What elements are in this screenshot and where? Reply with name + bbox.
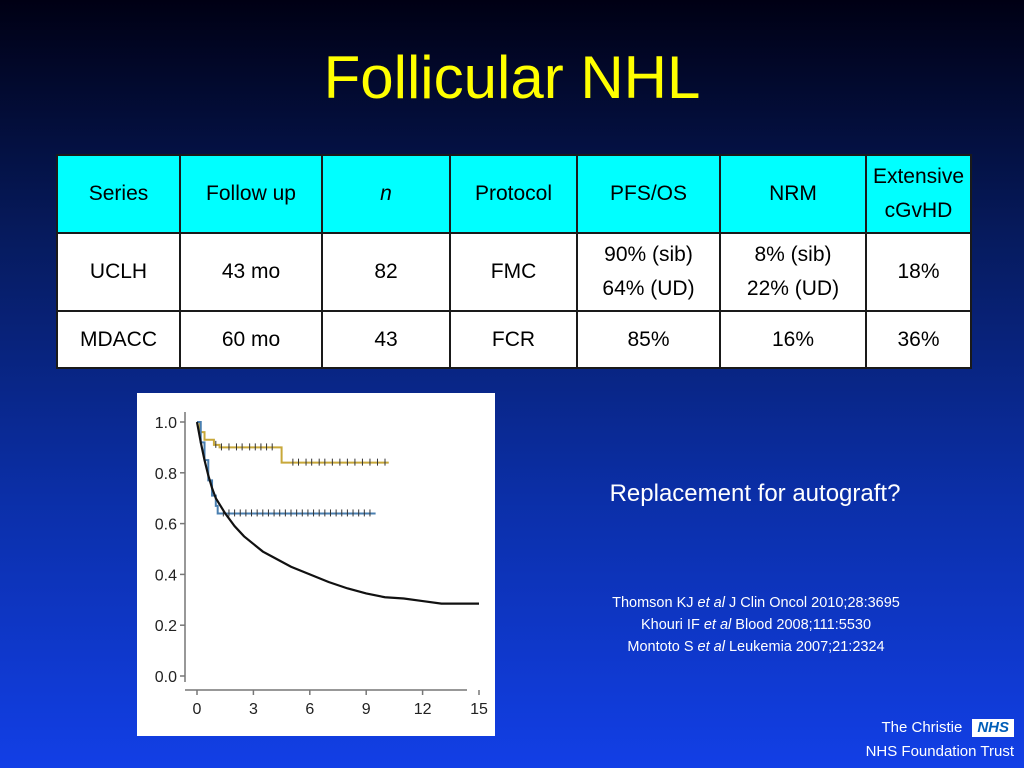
reference-item: Montoto S et al Leukemia 2007;21:2324 [560, 636, 952, 658]
series-line [197, 421, 376, 515]
header-series: Series [56, 154, 181, 234]
survival-chart-svg: 1.0 0.8 0.6 0.4 0.2 0.0 0 3 6 9 12 15 [155, 412, 488, 718]
cell-protocol: FMC [449, 232, 578, 312]
reference-item: Khouri IF et al Blood 2008;111:5530 [560, 614, 952, 636]
cell-pfs-os: 90% (sib) 64% (UD) [576, 232, 721, 312]
cell-n: 43 [321, 310, 451, 369]
cell-pfs-os: 85% [576, 310, 721, 369]
cell-nrm-line2: 22% (UD) [746, 277, 840, 300]
reference-source: Blood 2008;111:5530 [735, 617, 872, 633]
table-header-row: Series Follow up n Protocol PFS/OS NRM E… [56, 154, 972, 234]
y-tick-label: 0.8 [155, 466, 177, 483]
survival-chart: 1.0 0.8 0.6 0.4 0.2 0.0 0 3 6 9 12 15 [137, 393, 495, 736]
cell-pfs-os-line2: 64% (UD) [602, 277, 695, 300]
y-tick-label: 0.2 [155, 618, 177, 635]
nhs-logo: NHS [972, 719, 1014, 738]
cell-cgvhd: 18% [865, 232, 972, 312]
results-table: Series Follow up n Protocol PFS/OS NRM E… [56, 154, 972, 369]
cell-cgvhd: 36% [865, 310, 972, 369]
reference-author: Montoto S [627, 639, 694, 655]
cell-n: 82 [321, 232, 451, 312]
reference-author: Thomson KJ [612, 595, 694, 611]
cell-follow-up: 43 mo [179, 232, 323, 312]
reference-author: Khouri IF [640, 617, 700, 633]
y-tick-label: 1.0 [155, 415, 177, 432]
org-name: The Christie [881, 719, 963, 736]
org-subtitle: NHS Foundation Trust [865, 743, 1014, 760]
series-line [195, 421, 479, 605]
cell-nrm: 8% (sib) 22% (UD) [719, 232, 867, 312]
x-tick-label: 9 [362, 701, 371, 718]
header-pfs-os: PFS/OS [576, 154, 721, 234]
table-row: MDACC 60 mo 43 FCR 85% 16% 36% [56, 310, 972, 369]
x-tick-label: 3 [249, 701, 258, 718]
header-protocol: Protocol [449, 154, 578, 234]
x-tick-label: 12 [414, 701, 432, 718]
cell-series: MDACC [56, 310, 181, 369]
cell-follow-up: 60 mo [179, 310, 323, 369]
header-follow-up: Follow up [179, 154, 323, 234]
cell-nrm-line1: 8% (sib) [754, 243, 832, 266]
slide-title: Follicular NHL [323, 44, 701, 111]
header-extensive-line: Extensive [872, 165, 965, 188]
header-extensive-cgvhd: Extensive cGvHD [865, 154, 972, 234]
footer-line1: The Christie NHS [866, 716, 1014, 740]
reference-source: J Clin Oncol 2010;28:3695 [728, 595, 900, 611]
x-tick-label: 6 [305, 701, 314, 718]
reference-etal: et al [703, 617, 732, 633]
cell-pfs-os-line1: 90% (sib) [604, 243, 693, 266]
reference-etal: et al [697, 595, 725, 611]
cell-protocol: FCR [449, 310, 578, 369]
references: Thomson KJ et al J Clin Oncol 2010;28:36… [560, 592, 952, 658]
reference-item: Thomson KJ et al J Clin Oncol 2010;28:36… [560, 592, 952, 614]
x-tick-label: 0 [193, 701, 202, 718]
y-tick-label: 0.6 [155, 517, 177, 534]
cell-nrm: 16% [719, 310, 867, 369]
header-cgvhd-line: cGvHD [884, 199, 953, 222]
y-tick-label: 0.4 [155, 567, 177, 584]
cell-series: UCLH [56, 232, 181, 312]
header-n: n [321, 154, 451, 234]
header-nrm: NRM [719, 154, 867, 234]
footer: The Christie NHS NHS Foundation Trust [866, 716, 1014, 764]
table-row: UCLH 43 mo 82 FMC 90% (sib) 64% (UD) 8% … [56, 232, 972, 312]
y-tick-label: 0.0 [155, 669, 177, 686]
reference-source: Leukemia 2007;21:2324 [728, 639, 885, 655]
x-tick-label: 15 [470, 701, 488, 718]
question-text: Replacement for autograft? [609, 480, 901, 507]
series-line [197, 421, 389, 464]
reference-etal: et al [697, 639, 725, 655]
